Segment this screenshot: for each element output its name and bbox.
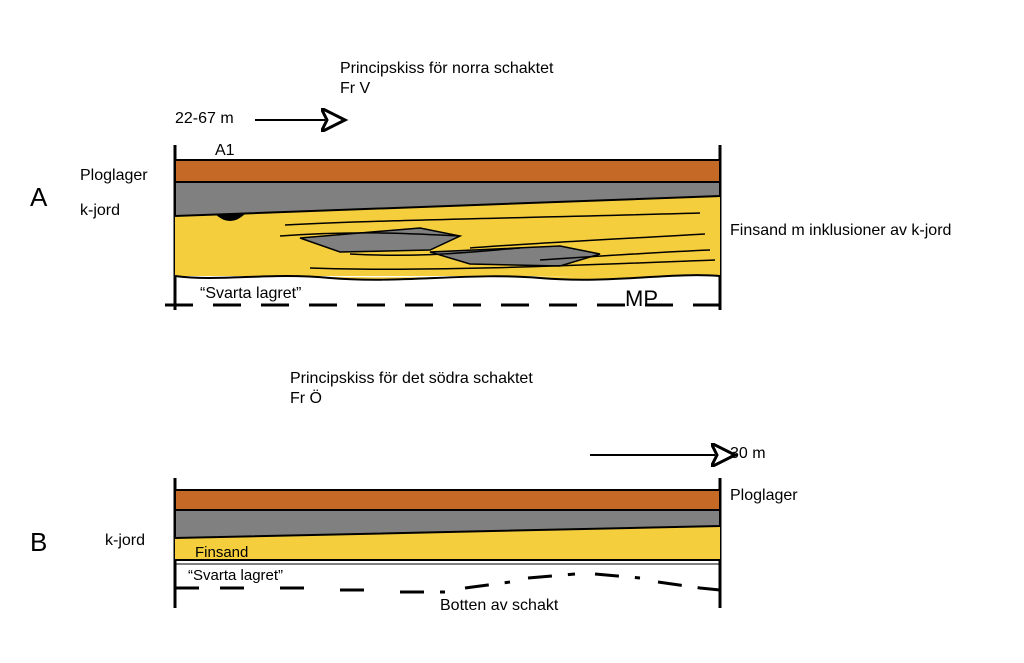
a-left-label-0: Ploglager [80,167,148,185]
a-left-label-1: k-jord [80,202,120,220]
a-title-2: Fr V [340,80,370,98]
b-title-2: Fr Ö [290,390,322,408]
a-section-letter: A [30,182,47,213]
a-right-label: Finsand m inklusioner av k-jord [730,222,951,240]
b-title-1: Principskiss för det södra schaktet [290,370,533,388]
b-label-1: k-jord [105,532,145,550]
a-title-1: Principskiss för norra schaktet [340,60,553,78]
b-section-letter: B [30,527,47,558]
a-a1-label: A1 [215,142,235,160]
b-label-3: “Svarta lagret” [188,567,283,584]
a-ploglager-layer [175,160,720,182]
diagram-canvas [0,0,1024,663]
b-label-4: Botten av schakt [440,597,558,615]
a-mp-label: MP [625,286,658,312]
a-svarta-label: “Svarta lagret” [200,285,301,303]
b-label-2: Finsand [195,544,248,561]
b-ploglager-layer [175,490,720,510]
b-label-0: Ploglager [730,487,798,505]
a-arrow-label: 22-67 m [175,110,234,128]
b-arrow-label: 30 m [730,445,766,463]
